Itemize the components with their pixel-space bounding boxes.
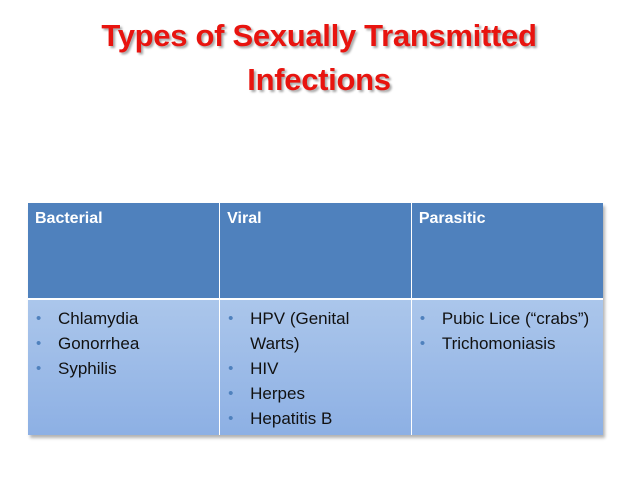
column-cell: HPV (Genital Warts)HIVHerpesHepatitis B [219, 299, 412, 435]
column-cell: Pubic Lice (“crabs”)Trichomoniasis [410, 299, 603, 435]
list-item: HPV (Genital Warts) [226, 306, 403, 356]
item-list: Pubic Lice (“crabs”)Trichomoniasis [418, 306, 595, 356]
list-item: Pubic Lice (“crabs”) [418, 306, 595, 331]
column-header: Parasitic [410, 203, 603, 300]
list-item: Gonorrhea [34, 331, 211, 356]
column-header: Bacterial [28, 203, 220, 300]
list-item: Herpes [226, 381, 403, 406]
body-row: ChlamydiaGonorrheaSyphilisHPV (Genital W… [28, 299, 603, 435]
list-item: HIV [226, 356, 403, 381]
list-item: Hepatitis B [226, 406, 403, 431]
list-item: Trichomoniasis [418, 331, 595, 356]
list-item: Syphilis [34, 356, 211, 381]
slide-title: Types of Sexually Transmitted Infections [101, 18, 537, 97]
list-item: Chlamydia [34, 306, 211, 331]
column-cell: ChlamydiaGonorrheaSyphilis [28, 299, 220, 435]
column-header: Viral [219, 203, 412, 300]
item-list: ChlamydiaGonorrheaSyphilis [34, 306, 211, 381]
item-list: HPV (Genital Warts)HIVHerpesHepatitis B [226, 306, 403, 431]
header-row: Bacterial Viral Parasitic [28, 203, 603, 300]
